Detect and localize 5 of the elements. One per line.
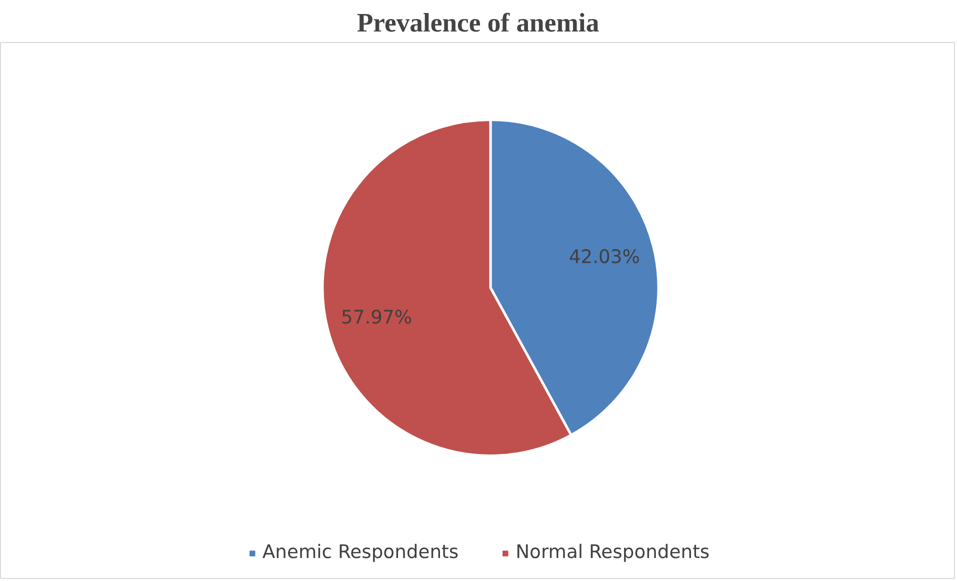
data-label: 42.03%	[568, 247, 640, 268]
legend-label: Anemic Respondents	[262, 542, 459, 563]
data-label: 57.97%	[341, 307, 412, 328]
chart-title: Prevalence of anemia	[356, 8, 600, 38]
legend-label: Normal Respondents	[516, 542, 710, 563]
